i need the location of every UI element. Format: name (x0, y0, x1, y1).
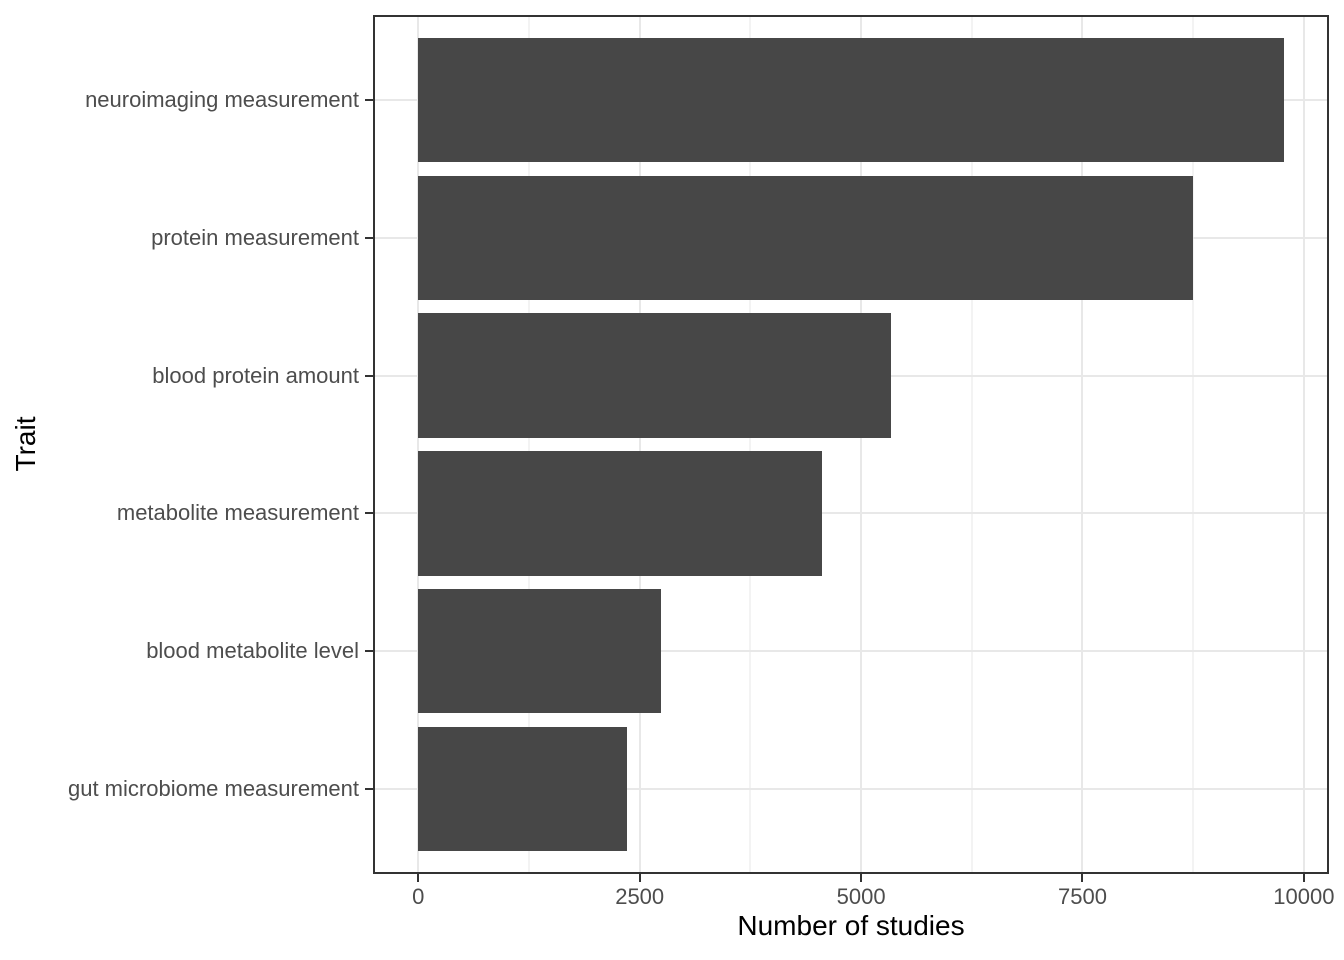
bar (418, 727, 627, 852)
x-tick-mark (1081, 874, 1084, 882)
gridline-minor-x (1192, 17, 1195, 872)
bar (418, 37, 1284, 162)
gridline-minor-x (970, 17, 973, 872)
gridline-major-x (860, 17, 863, 872)
y-tick-label: gut microbiome measurement (67, 776, 359, 802)
y-tick-mark (365, 236, 373, 239)
x-tick-label: 0 (412, 884, 425, 909)
y-tick-label: blood metabolite level (146, 638, 359, 664)
x-tick-label: 5000 (836, 884, 886, 909)
bar (418, 589, 661, 714)
x-tick-mark (1302, 874, 1305, 882)
y-tick-label: blood protein amount (152, 362, 359, 388)
y-tick-label: protein measurement (151, 224, 359, 250)
x-tick-label: 10000 (1273, 884, 1335, 909)
gridline-minor-x (749, 17, 752, 872)
bar (418, 175, 1194, 300)
gridline-major-y (375, 650, 1327, 653)
bar (418, 451, 823, 576)
gridline-major-x (417, 17, 420, 872)
gridline-minor-x (528, 17, 530, 872)
y-tick-mark (365, 788, 373, 791)
x-tick-label: 2500 (615, 884, 665, 909)
plot-panel (373, 15, 1329, 874)
x-tick-mark (417, 874, 420, 882)
gridline-major-x (638, 17, 641, 872)
y-tick-mark (365, 512, 373, 515)
y-axis-title: Trait (10, 416, 41, 472)
y-tick-mark (365, 374, 373, 377)
gridline-major-x (1081, 17, 1084, 872)
y-tick-label: neuroimaging measurement (85, 86, 359, 112)
x-axis-title: Number of studies (737, 910, 965, 941)
y-tick-mark (365, 98, 373, 101)
x-tick-label: 7500 (1058, 884, 1107, 909)
gridline-major-y (375, 788, 1327, 791)
gridline-major-x (1302, 17, 1305, 872)
x-tick-mark (638, 874, 641, 882)
x-tick-mark (860, 874, 863, 882)
bar (418, 313, 892, 438)
y-tick-label: metabolite measurement (116, 500, 359, 526)
gridline-major-y (375, 512, 1327, 515)
y-tick-mark (365, 650, 373, 653)
